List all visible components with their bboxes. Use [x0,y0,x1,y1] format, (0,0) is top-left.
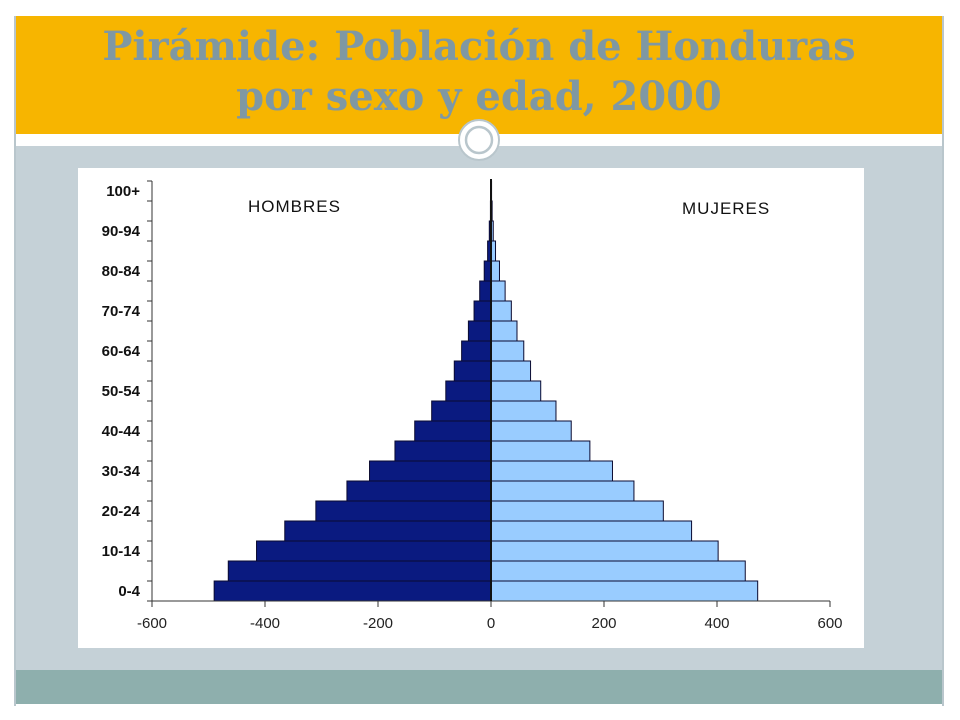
footer-bar [16,670,942,704]
mujeres-bar-35-39 [490,440,591,462]
x-tick-label-3: 0 [487,615,495,632]
age-label-60-64: 60-64 [102,343,141,360]
age-label-10-14: 10-14 [102,543,141,560]
mujeres-bar-5-9 [490,560,746,582]
mujeres-bar-80-84 [490,260,500,282]
x-tick-label-6: 600 [817,615,842,632]
hombres-bar-30-34 [369,460,492,482]
age-label-90-94: 90-94 [102,223,141,240]
x-tick-label-2: -200 [363,615,393,632]
x-axis-tick-labels: -600 -400 -200 0 200 400 600 [137,615,843,632]
mujeres-bar-55-59 [490,360,532,382]
age-group-labels: 0-4 10-14 20-24 30-34 40-44 50-54 60-64 70-74 80… [102,183,141,600]
hombres-bar-0-4 [213,580,492,602]
x-tick-label-4: 200 [591,615,616,632]
mujeres-bar-30-34 [490,460,613,482]
age-label-20-24: 20-24 [102,503,141,520]
age-label-40-44: 40-44 [102,423,141,440]
hombres-bar-75-79 [479,280,492,302]
hombres-bar-25-29 [346,480,492,502]
hombres-bar-15-19 [284,520,492,542]
age-label-100+: 100+ [106,183,140,200]
hombres-bar-50-54 [445,380,492,402]
hombres-bar-70-74 [473,300,492,322]
hombres-series [213,180,492,602]
mujeres-bar-25-29 [490,480,635,502]
hombres-bar-20-24 [315,500,492,522]
mujeres-bar-15-19 [490,520,693,542]
hombres-bar-35-39 [394,440,492,462]
legend-mujeres: MUJERES [682,199,770,218]
mujeres-series [490,180,759,602]
legend-hombres: HOMBRES [248,197,341,216]
mujeres-bar-20-24 [490,500,664,522]
hombres-bar-60-64 [461,340,492,362]
chart-axes [147,179,831,607]
hombres-bar-80-84 [483,260,492,282]
mujeres-bar-0-4 [490,580,759,602]
title-banner [16,16,942,134]
age-label-30-34: 30-34 [102,463,141,480]
population-pyramid-chart: 0-4 10-14 20-24 30-34 40-44 50-54 60-64 70-74 80… [78,168,864,648]
frame-line-left [14,16,16,706]
frame-line-right [942,16,944,706]
x-tick-label-5: 400 [704,615,729,632]
age-label-0-4: 0-4 [118,583,140,600]
age-label-70-74: 70-74 [102,303,141,320]
hombres-bar-55-59 [453,360,492,382]
mujeres-bar-40-44 [490,420,572,442]
slide-title: Pirámide: Población de Honduras por sexo… [16,22,942,122]
mujeres-bar-45-49 [490,400,557,422]
title-line-2: por sexo y edad, 2000 [236,73,722,120]
title-line-1: Pirámide: Población de Honduras [102,23,856,70]
mujeres-bar-10-14 [490,540,719,562]
hombres-bar-45-49 [431,400,492,422]
hombres-bar-5-9 [227,560,492,582]
mujeres-bar-65-69 [490,320,518,342]
mujeres-bar-50-54 [490,380,542,402]
age-label-80-84: 80-84 [102,263,141,280]
x-tick-label-0: -600 [137,615,167,632]
chart-canvas: 0-4 10-14 20-24 30-34 40-44 50-54 60-64 70-74 80… [102,179,843,632]
hombres-bar-40-44 [414,420,492,442]
hombres-bar-10-14 [256,540,492,562]
age-label-50-54: 50-54 [102,383,141,400]
x-tick-label-1: -400 [250,615,280,632]
circle-ornament-icon [458,119,500,161]
hombres-bar-65-69 [467,320,492,342]
mujeres-bar-70-74 [490,300,512,322]
mujeres-bar-60-64 [490,340,525,362]
mujeres-bar-75-79 [490,280,506,302]
